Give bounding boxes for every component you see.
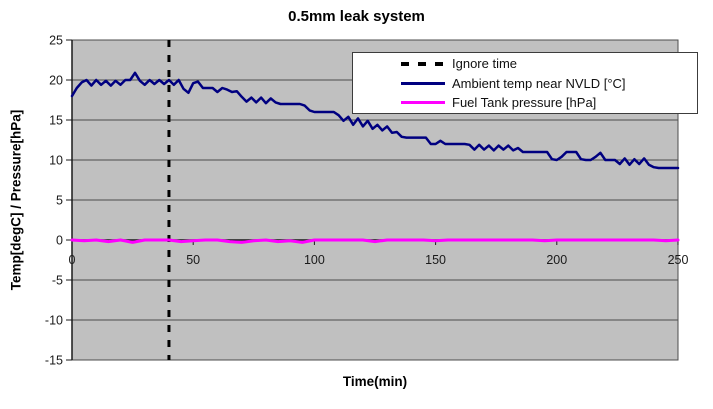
chart-title: 0.5mm leak system [288,8,425,25]
ambient-temp-line [70,71,680,170]
legend-label-ambient-temp: Ambient temp near NVLD [°C] [452,75,626,91]
x-tick-label: 50 [186,253,200,267]
x-tick-label: 100 [304,253,325,267]
ambient-temp-line-sample [401,81,445,85]
y-tick-label: 15 [49,114,63,128]
y-tick-label: 5 [56,194,63,208]
legend-item-fuel-tank-pressure: Fuel Tank pressure [hPa] [401,94,697,112]
y-tick-label: -5 [52,274,63,288]
y-tick-label: -15 [45,354,63,368]
legend-label-ignore-time: Ignore time [452,56,518,71]
y-tick-label: 25 [49,34,63,48]
legend: Ignore time Ambient temp near NVLD [°C] … [352,52,698,114]
legend-label-fuel-tank-pressure: Fuel Tank pressure [hPa] [452,95,597,110]
y-tick-label: 20 [49,74,63,88]
fuel-tank-pressure-line-sample [401,101,445,104]
legend-item-ignore-time: Ignore time [401,55,697,73]
x-axis-title: Time(min) [342,374,408,389]
y-tick-label: -10 [45,314,63,328]
x-tick-label: 200 [546,253,567,267]
x-tick-label: 250 [668,253,689,267]
y-tick-label: 10 [49,154,63,168]
ignore-time-line-sample [401,61,445,66]
y-tick-label: 0 [56,234,63,248]
fuel-tank-pressure-line [70,238,680,244]
legend-item-ambient-temp: Ambient temp near NVLD [°C] [401,74,697,92]
x-tick-label: 150 [425,253,446,267]
